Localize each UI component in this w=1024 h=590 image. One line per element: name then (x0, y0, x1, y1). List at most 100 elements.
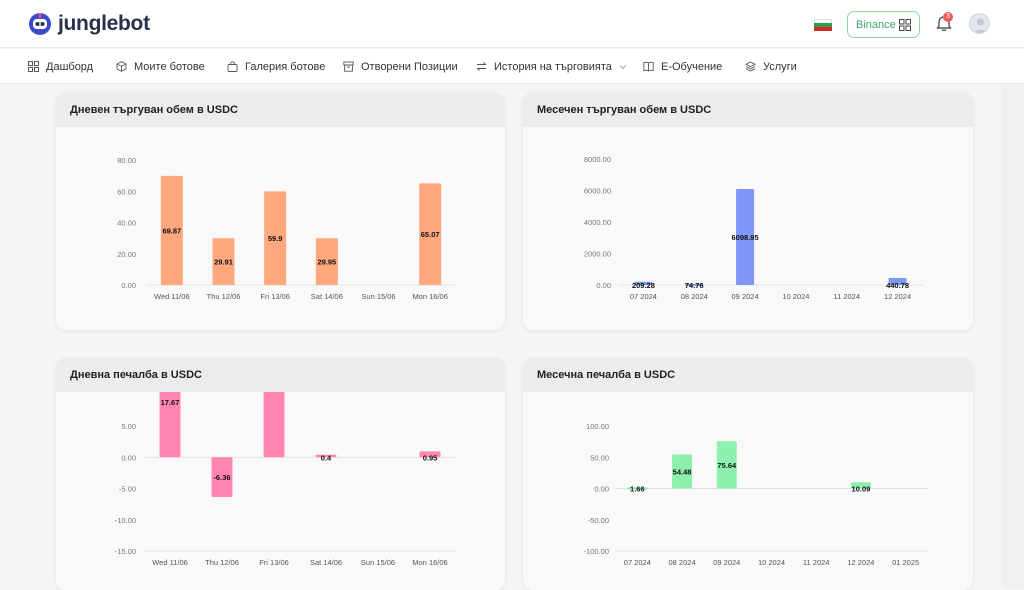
y-tick-label: 6000.00 (584, 187, 611, 196)
nav-label: Отворени Позиции (361, 60, 458, 73)
bar (315, 454, 337, 458)
y-tick-label: -15.00 (115, 547, 136, 556)
exchange-selector-button[interactable]: Binance (847, 11, 920, 38)
data-label: 1.66 (630, 485, 645, 494)
scrollbar[interactable] (1002, 85, 1024, 588)
nav-item-bot-gallery[interactable]: Галерия ботове (227, 49, 325, 84)
exchange-label: Binance (856, 18, 896, 31)
data-label: 6098.95 (732, 233, 759, 242)
monthly-volume-chart: 8000.00 6000.00 4000.00 2000.00 0.00 209.28 07… (584, 155, 923, 301)
flag-stripe-white (814, 19, 832, 23)
bar (888, 278, 907, 285)
y-tick-label: -100.00 (584, 547, 609, 556)
grid-icon (899, 18, 911, 31)
x-tick-label: Mon 16/06 (412, 292, 447, 301)
x-tick-label: Sat 14/06 (310, 558, 342, 567)
y-tick-label: 2000.00 (584, 250, 611, 259)
nav-label: Услуги (763, 60, 797, 73)
y-tick-label: 80.00 (117, 156, 136, 165)
data-label: 0.95 (423, 453, 438, 462)
y-tick-label: 0.00 (121, 281, 136, 290)
bar (263, 392, 285, 458)
archive-icon (343, 61, 354, 72)
top-bar: junglebot Binance 3 (0, 0, 1024, 48)
swap-icon (476, 62, 487, 71)
nav-item-open-positions[interactable]: Отворени Позиции (343, 49, 458, 84)
y-tick-label: -50.00 (588, 516, 609, 525)
daily-volume-chart: 80.00 60.00 40.00 20.00 0.00 69.87 Wed 11/06 29… (117, 156, 456, 301)
layers-icon (745, 61, 756, 72)
bar (634, 281, 653, 285)
nav-item-dashboard[interactable]: Дашборд (28, 49, 93, 84)
x-tick-label: 09 2024 (713, 558, 740, 567)
y-tick-label: 8000.00 (584, 155, 611, 164)
nav-item-e-learning[interactable]: Е-Обучение (643, 49, 722, 84)
x-tick-label: Thu 12/06 (205, 558, 239, 567)
y-tick-label: 0.00 (596, 281, 611, 290)
x-tick-label: Fri 13/06 (260, 292, 290, 301)
nav-label: Моите ботове (134, 60, 205, 73)
x-tick-label: Fri 13/06 (259, 558, 289, 567)
x-tick-label: 12 2024 (884, 292, 911, 301)
bar (419, 451, 441, 458)
y-tick-label: 0.00 (594, 485, 609, 494)
x-tick-label: Mon 16/06 (412, 558, 447, 567)
x-tick-label: Wed 11/06 (152, 558, 188, 567)
bar (850, 482, 871, 489)
y-tick-label: 60.00 (117, 187, 136, 196)
x-tick-label: 07 2024 (624, 558, 651, 567)
x-tick-label: 10 2024 (782, 292, 809, 301)
nav-item-trade-history[interactable]: История на търговията (476, 49, 627, 84)
x-tick-label: 10 2024 (758, 558, 785, 567)
bar (212, 238, 235, 285)
bar (736, 188, 755, 285)
nav-label: История на търговията (494, 60, 612, 73)
y-tick-label: 0.00 (121, 453, 136, 462)
data-label: 209.28 (632, 281, 655, 290)
notification-badge: 3 (943, 12, 953, 22)
nav-item-my-bots[interactable]: Моите ботове (116, 49, 205, 84)
nav-item-services[interactable]: Услуги (745, 49, 797, 84)
x-tick-label: 07 2024 (630, 292, 657, 301)
daily-profit-chart: 5.00 0.00 -5.00 -10.00 -15.00 17.67 Wed 11/06 -… (115, 392, 456, 567)
data-label: 29.91 (214, 258, 233, 267)
y-tick-label: 4000.00 (584, 218, 611, 227)
y-tick-label: 5.00 (121, 422, 136, 431)
robot-logo-icon (29, 13, 51, 35)
chevron-down-icon (619, 64, 627, 69)
y-tick-label: 100.00 (586, 422, 609, 431)
chart-title: Дневен търгуван обем в USDC (56, 93, 505, 127)
data-label: 74.76 (685, 281, 704, 290)
x-tick-label: 01 2025 (892, 558, 919, 567)
data-label: 54.48 (673, 467, 692, 476)
chart-card-daily-profit: Дневна печалба в USDC 5.00 0.00 -5.00 -10.0… (56, 358, 505, 590)
nav-label: Е-Обучение (661, 60, 723, 73)
x-tick-label: Sat 14/06 (311, 292, 343, 301)
x-tick-label: Sun 15/06 (361, 292, 395, 301)
chart-card-monthly-volume: Месечен търгуван обем в USDC 8000.00 6000… (523, 93, 973, 330)
data-label: 440.78 (886, 281, 909, 290)
logo[interactable]: junglebot (28, 11, 150, 37)
chart-title: Дневна печалба в USDC (56, 358, 505, 392)
bar (315, 238, 338, 285)
brand-name: junglebot (58, 12, 150, 35)
bar (160, 175, 183, 285)
bar (211, 457, 233, 497)
y-tick-label: -5.00 (119, 485, 136, 494)
language-flag[interactable] (814, 19, 832, 31)
user-icon (973, 18, 988, 33)
data-label: 29.95 (317, 258, 336, 267)
flag-stripe-red (814, 27, 832, 31)
data-label: 59.9 (268, 234, 283, 243)
y-tick-label: 20.00 (117, 250, 136, 259)
bar (159, 392, 181, 458)
data-label: 17.67 (161, 398, 180, 407)
avatar[interactable] (969, 13, 990, 34)
bar (672, 454, 693, 489)
flag-stripe-green (814, 23, 832, 27)
book-icon (643, 61, 654, 72)
x-tick-label: 08 2024 (669, 558, 696, 567)
bar (419, 183, 442, 285)
bar (627, 487, 648, 490)
bag-icon (227, 61, 238, 72)
